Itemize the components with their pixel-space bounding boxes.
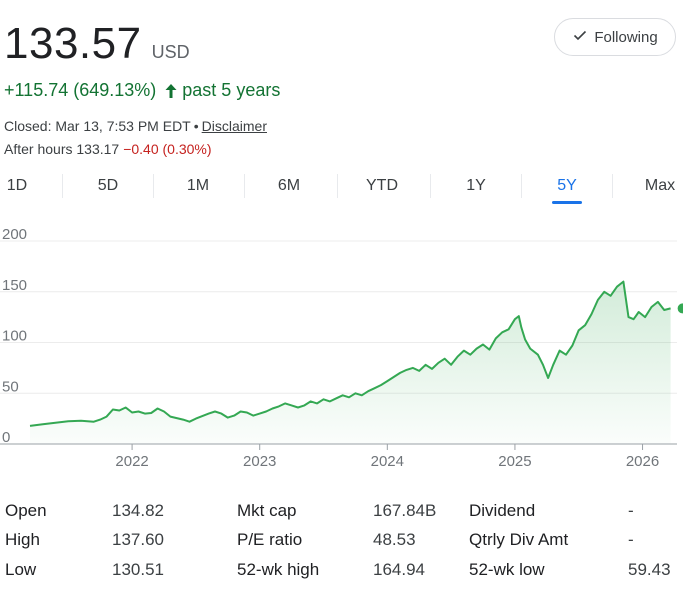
stat-value-open: 134.82 (112, 501, 164, 520)
stat-value-low: 130.51 (112, 560, 164, 579)
y-tick-label: 50 (2, 378, 19, 395)
y-tick-label: 200 (2, 226, 27, 243)
x-tick-label: 2026 (626, 453, 659, 470)
x-tick-label: 2022 (115, 453, 148, 470)
currency-label: USD (151, 42, 190, 62)
tab-6m[interactable]: 6M (277, 177, 301, 194)
stat-label-high: High (5, 530, 40, 549)
after-hours-change: −0.40 (0.30%) (123, 141, 212, 157)
tab-1d[interactable]: 1D (6, 177, 28, 194)
price-line (29, 280, 671, 427)
stat-label-dividend: Dividend (469, 501, 536, 520)
x-tick-label: 2025 (498, 453, 531, 470)
x-tick-label: 2024 (371, 453, 404, 470)
stat-value-qtrly-div: - (628, 530, 634, 549)
stat-label-52wk-high: 52-wk high (237, 560, 320, 579)
stat-label-pe-ratio: P/E ratio (237, 530, 303, 549)
market-status: Closed: Mar 13, 7:53 PM EDT • Disclaimer (4, 118, 267, 134)
stat-value-52wk-low: 59.43 (628, 560, 671, 579)
closed-time: Closed: Mar 13, 7:53 PM EDT (4, 118, 191, 134)
price-area (30, 281, 671, 444)
stat-label-qtrly-div: Qtrly Div Amt (469, 530, 569, 549)
tab-max[interactable]: Max (644, 177, 676, 194)
stat-value-pe-ratio: 48.53 (373, 530, 416, 549)
price-change-row: +115.74 (649.13%) past 5 years (4, 80, 280, 101)
x-tick-label: 2023 (243, 453, 276, 470)
following-button-label: Following (594, 28, 658, 46)
change-period: past 5 years (182, 80, 281, 100)
range-tabs: 1D 5D 1M 6M YTD 1Y 5Y Max (0, 168, 683, 204)
disclaimer-link[interactable]: Disclaimer (201, 118, 267, 134)
tab-5y[interactable]: 5Y (547, 168, 587, 204)
stat-value-dividend: - (628, 501, 634, 520)
current-price: 133.57 (4, 19, 142, 68)
price-chart[interactable]: 200 150 100 50 0 2022 2023 2024 2025 2026 (0, 225, 683, 475)
tab-1m[interactable]: 1M (186, 177, 210, 194)
y-tick-label: 150 (2, 277, 27, 294)
check-icon (572, 27, 588, 47)
stat-value-mkt-cap: 167.84B (373, 501, 437, 520)
stat-label-52wk-low: 52-wk low (469, 560, 545, 579)
last-price-marker (677, 303, 683, 314)
stat-label-low: Low (5, 560, 37, 579)
stat-value-high: 137.60 (112, 530, 164, 549)
tab-1y[interactable]: 1Y (466, 177, 486, 194)
price-row: 133.57 USD (4, 22, 190, 66)
after-hours-price: After hours 133.17 (4, 141, 120, 157)
tab-ytd[interactable]: YTD (366, 177, 398, 194)
arrow-up-icon (164, 83, 178, 99)
tab-5d[interactable]: 5D (97, 177, 119, 194)
y-tick-label: 0 (2, 429, 10, 446)
stat-label-open: Open (5, 501, 47, 520)
after-hours: After hours 133.17 −0.40 (0.30%) (4, 141, 212, 157)
stat-label-mkt-cap: Mkt cap (237, 501, 297, 520)
price-change: +115.74 (649.13%) (4, 80, 157, 100)
stat-value-52wk-high: 164.94 (373, 560, 425, 579)
following-button[interactable]: Following (554, 18, 676, 56)
y-tick-label: 100 (2, 328, 27, 345)
